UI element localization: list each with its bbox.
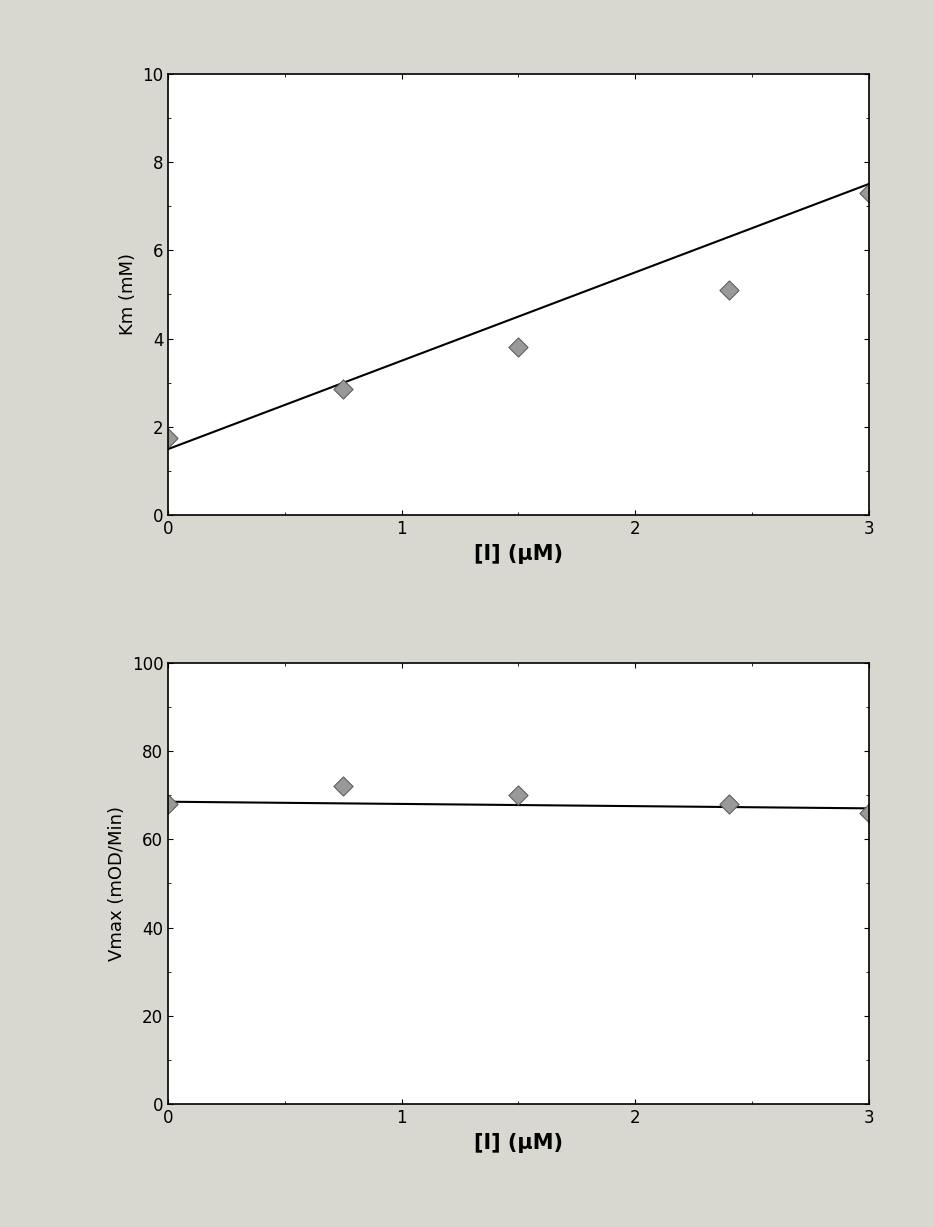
Point (861, 802, 876, 822)
Y-axis label: Vmax (mOD/Min): Vmax (mOD/Min) (108, 806, 126, 961)
Point (511, 785, 526, 805)
Point (721, 280, 736, 299)
Y-axis label: Km (mM): Km (mM) (119, 254, 136, 335)
Point (335, 379, 350, 399)
Point (721, 794, 736, 814)
Point (161, 428, 176, 448)
Point (511, 337, 526, 357)
X-axis label: [I] (μM): [I] (μM) (474, 1133, 563, 1152)
Point (161, 794, 176, 814)
Point (335, 777, 350, 796)
X-axis label: [I] (μM): [I] (μM) (474, 544, 563, 563)
Point (861, 183, 876, 202)
